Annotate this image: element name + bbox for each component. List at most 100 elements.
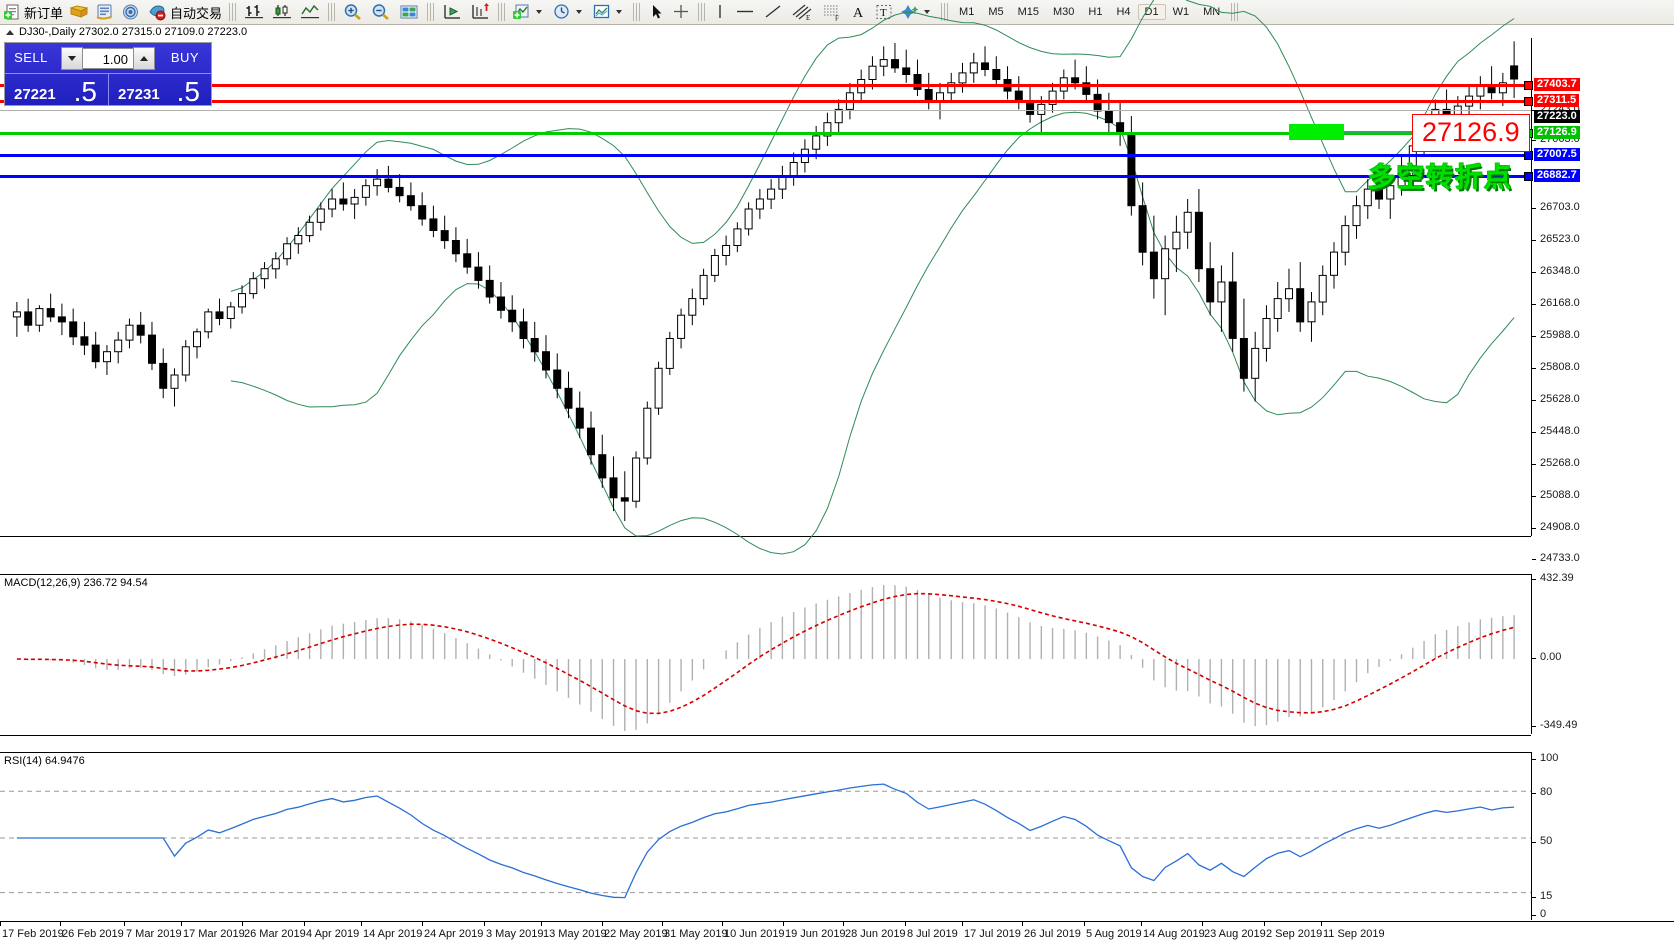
timeframe-m30[interactable]: M30 [1053,6,1075,18]
candle-body [1071,77,1080,84]
new-order-button[interactable]: 新订单 [0,1,66,23]
chart-symbol-ohlc: DJ30-,Daily 27302.0 27315.0 27109.0 2722… [19,26,248,38]
price-tick-label: 25448.0 [1540,425,1580,437]
timeframe-m5[interactable]: M5 [988,6,1004,18]
macd-axis-scale[interactable]: 432.39 0.00 -349.49 [1531,572,1674,734]
level-handle[interactable] [1524,81,1533,90]
signals-button[interactable] [118,1,144,23]
text-button[interactable]: A [847,1,871,23]
level-handle[interactable] [1524,172,1533,181]
trendline-button[interactable] [759,1,787,23]
chevron-down-icon[interactable] [576,10,583,14]
price-flag[interactable]: 26882.7 [1534,169,1580,182]
timeframe-w1[interactable]: W1 [1172,6,1190,18]
templates-button[interactable] [589,1,629,23]
sell-button[interactable]: SELL [14,50,48,65]
timeframe-d1[interactable]: D1 [1137,4,1166,20]
candle-body [1352,205,1361,227]
price-axis-scale[interactable]: 27243.0 27063.0 26703.0 26523.0 26348.0 26168… [1531,38,1674,586]
pivot-price-callout[interactable]: 27126.9 [1412,114,1530,152]
candle-body [69,321,78,338]
collapse-triangle-icon[interactable] [6,29,14,35]
macd-pane[interactable]: MACD(12,26,9) 236.72 94.54 [0,574,1531,736]
price-chart-pane[interactable]: 27126.9 多空转折点 [0,0,1533,555]
candle-body [57,316,66,323]
chevron-down-icon[interactable] [924,10,931,14]
candle-body [992,69,1001,80]
level-line-pivot[interactable] [0,132,1531,135]
shapes-button[interactable] [897,1,937,23]
line-chart-button[interactable] [296,1,324,23]
chevron-down-icon[interactable] [616,10,623,14]
level-line-support[interactable] [0,154,1531,157]
new-order-icon [4,4,19,20]
tile-windows-button[interactable] [395,1,423,23]
date-axis[interactable]: 17 Feb 2019 26 Feb 2019 7 Mar 2019 17 Mar 2… [0,921,1674,948]
candle-body [1206,268,1215,303]
volume-decrement-button[interactable] [61,46,83,70]
date-tick [1022,922,1023,926]
candle-body [643,407,652,459]
cursor-button[interactable] [644,1,668,23]
chart-annotation-text[interactable]: 多空转折点 [1368,163,1513,193]
price-flag[interactable]: 27223.0 [1534,110,1580,123]
timeframe-h4[interactable]: H4 [1116,6,1131,18]
candle-body [373,178,382,187]
candlestick-chart-button[interactable] [268,1,296,23]
sell-price[interactable]: 27221 .5 [5,73,108,107]
timeframe-h1[interactable]: H1 [1088,6,1103,18]
price-tick: 24908.0 [1532,521,1580,533]
auto-trading-button[interactable]: 自动交易 [144,1,225,23]
price-flag[interactable]: 27007.5 [1534,148,1580,161]
folder-button[interactable] [66,1,92,23]
level-handle[interactable] [1524,151,1533,160]
hline-icon [737,10,754,13]
candle-body [497,296,505,311]
zoom-in-button[interactable] [339,1,367,23]
crosshair-button[interactable] [668,1,694,23]
date-tick [905,922,906,926]
rsi-pane[interactable]: RSI(14) 64.9476 [0,752,1531,922]
fibonacci-button[interactable]: F [817,1,847,23]
volume-increment-button[interactable] [133,46,155,70]
timeframe-group: M1 M5 M15 M30 H1 H4 D1 W1 MN [952,4,1227,20]
level-line-resistance[interactable] [0,84,1531,87]
volume-stepper[interactable]: 1.00 [61,46,155,70]
chart-shift-button[interactable] [438,1,466,23]
price-flag[interactable]: 27403.7 [1534,78,1580,91]
level-line-minor[interactable] [0,110,1531,111]
date-label: 7 Mar 2019 [126,928,182,940]
price-tick-label: 25988.0 [1540,329,1580,341]
hline-button[interactable] [731,1,759,23]
date-tick [1321,922,1322,926]
indicators-button[interactable] [509,1,549,23]
date-label: 22 May 2019 [604,928,668,940]
candle-body [1183,211,1192,233]
text-icon: A [853,6,864,21]
period-button[interactable] [549,1,589,23]
one-click-trading-panel[interactable]: SELL 1.00 BUY 27221 .5 27231 .5 [4,42,212,107]
auto-scroll-button[interactable] [466,1,494,23]
buy-button[interactable]: BUY [170,50,200,65]
rsi-axis-scale[interactable]: 100 80 50 15 0 [1531,752,1674,920]
chevron-down-icon[interactable] [536,10,543,14]
price-flag[interactable]: 27126.9 [1534,126,1580,139]
candle-body [350,196,359,205]
text-label-button[interactable]: T [871,1,897,23]
buy-price[interactable]: 27231 .5 [108,73,211,107]
data-window-button[interactable] [92,1,118,23]
volume-input[interactable]: 1.00 [83,47,133,69]
candle-body [1138,205,1147,253]
level-line-resistance[interactable] [0,100,1531,103]
bar-chart-button[interactable] [240,1,268,23]
timeframe-m1[interactable]: M1 [959,6,975,18]
timeframe-m15[interactable]: M15 [1017,6,1039,18]
zoom-out-button[interactable] [367,1,395,23]
price-flag[interactable]: 27311.5 [1534,94,1580,107]
vline-button[interactable] [709,1,731,23]
level-handle[interactable] [1524,97,1533,106]
level-line-support[interactable] [0,175,1531,178]
macd-signal-line [16,592,1515,715]
equidistant-channel-button[interactable]: E [787,1,817,23]
candle-body [316,208,325,223]
